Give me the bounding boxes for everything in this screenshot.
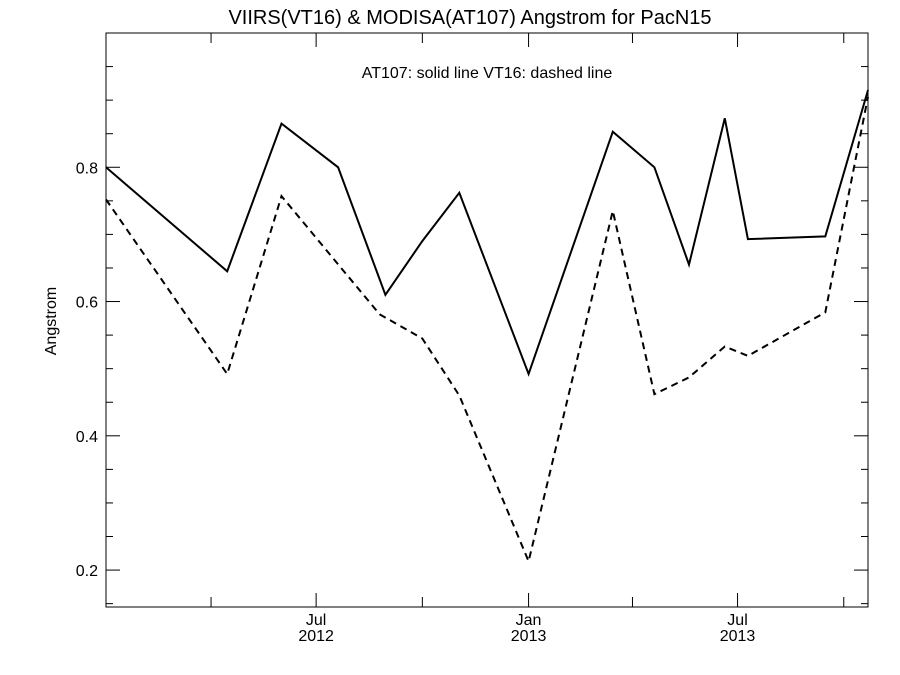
chart-title: VIIRS(VT16) & MODISA(AT107) Angstrom for…	[228, 7, 711, 29]
series-line-vt16	[105, 96, 869, 565]
y-axis-label: Angstrom	[43, 287, 60, 355]
series-layer	[105, 89, 869, 565]
y-tick-label: 0.6	[76, 295, 98, 312]
x-tick-label-month: Jul	[306, 612, 326, 629]
y-tick-label: 0.2	[76, 563, 98, 580]
x-tick-label-year: 2013	[720, 628, 756, 645]
series-line-at107	[105, 89, 869, 377]
x-tick-label-month: Jan	[516, 612, 542, 629]
legend-annotation: AT107: solid line VT16: dashed line	[362, 65, 613, 82]
x-tick-label-year: 2012	[298, 628, 334, 645]
y-tick-label: 0.8	[76, 160, 98, 177]
plot-frame	[105, 32, 869, 608]
x-tick-label-month: Jul	[727, 612, 747, 629]
x-tick-label-year: 2013	[511, 628, 547, 645]
y-tick-label: 0.4	[76, 429, 98, 446]
